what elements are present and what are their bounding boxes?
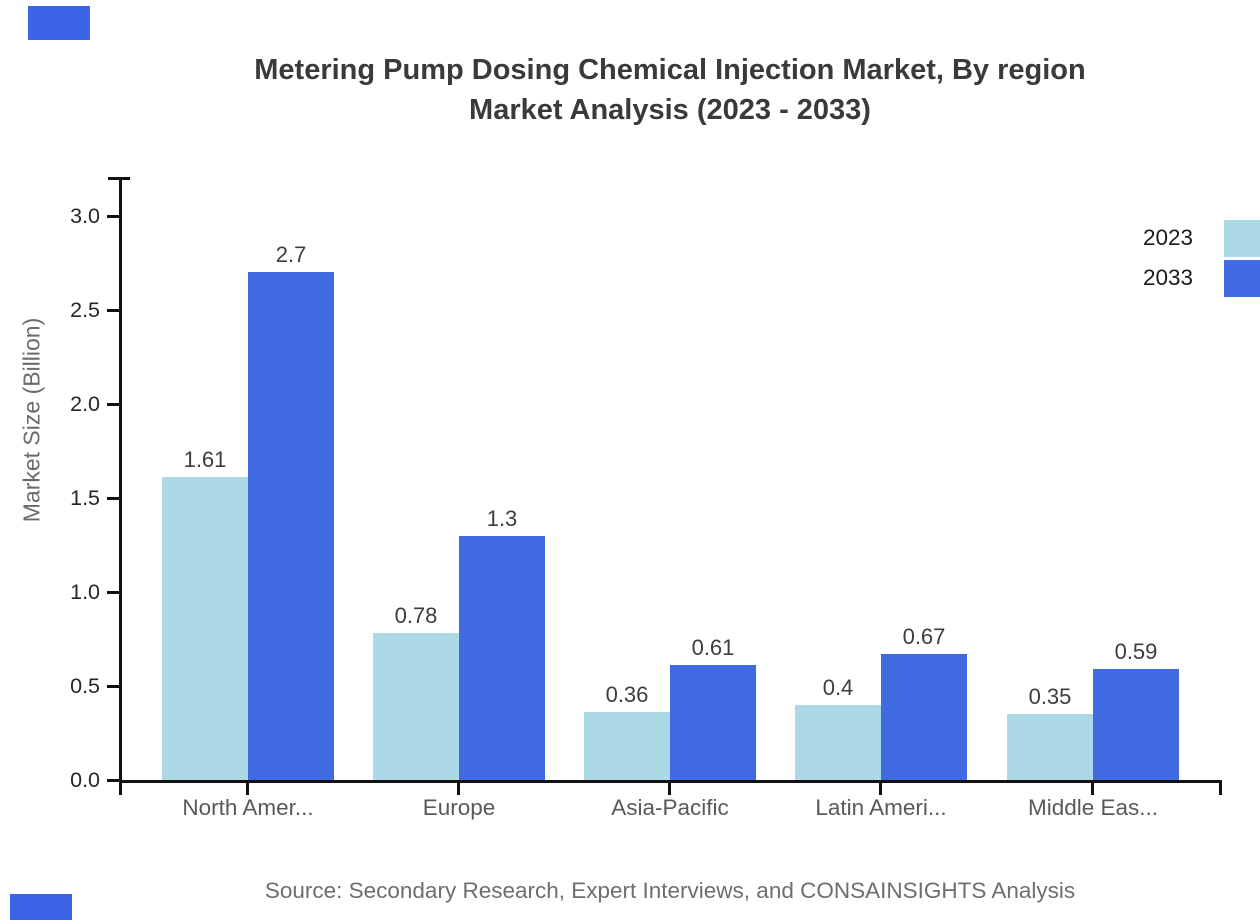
x-tick-europe: [457, 780, 460, 795]
bar-value-label-2023-europe: 0.78: [394, 603, 438, 628]
bar-2033-north-amer: [248, 272, 334, 780]
x-category-label-north-amer: North Amer...: [182, 795, 314, 820]
brand-square-top-left: [28, 6, 90, 40]
y-tick: [107, 497, 120, 500]
x-axis-end-cap: [1219, 780, 1222, 795]
x-category-label-middle-eas: Middle Eas...: [1027, 795, 1159, 820]
y-tick-label: 1.5: [70, 486, 100, 510]
y-tick-label: 0.5: [70, 674, 100, 698]
chart-title: Metering Pump Dosing Chemical Injection …: [80, 50, 1260, 130]
x-category-label-europe: Europe: [422, 795, 496, 820]
legend-label-2033: 2033: [1142, 265, 1193, 290]
bar-value-label-2033-north-amer: 2.7: [275, 242, 307, 267]
y-tick-label: 2.5: [70, 298, 100, 322]
y-tick-label: 0.0: [70, 768, 100, 792]
bar-value-label-2033-europe: 1.3: [486, 506, 518, 531]
x-category-label-asia-pacific: Asia-Pacific: [611, 795, 729, 820]
chart-title-line2: Market Analysis (2023 - 2033): [469, 94, 871, 126]
bar-value-label-2023-asia-pacific: 0.36: [605, 682, 649, 707]
y-tick-label: 1.0: [70, 580, 100, 604]
bar-2033-latin-ameri: [881, 654, 967, 780]
x-tick-middle-eas: [1091, 780, 1094, 795]
y-tick: [107, 779, 120, 782]
bar-value-label-2033-latin-ameri: 0.67: [902, 624, 946, 649]
legend-swatch-2033: [1224, 260, 1260, 297]
bar-2033-asia-pacific: [670, 665, 756, 780]
y-tick-label: 3.0: [70, 204, 100, 228]
y-tick: [107, 591, 120, 594]
brand-square-bottom-left: [10, 894, 72, 920]
bar-value-label-2023-middle-eas: 0.35: [1028, 684, 1072, 709]
bar-2023-europe: [373, 633, 459, 780]
bar-2023-asia-pacific: [584, 712, 670, 780]
bar-value-label-2033-asia-pacific: 0.61: [691, 635, 735, 660]
legend-swatch-2023: [1224, 220, 1260, 257]
bar-value-label-2023-north-amer: 1.61: [183, 447, 227, 472]
bar-2023-latin-ameri: [795, 705, 881, 780]
legend-label-2023: 2023: [1142, 225, 1193, 250]
x-tick-north-amer: [246, 780, 249, 795]
x-tick-latin-ameri: [879, 780, 882, 795]
y-tick: [107, 403, 120, 406]
bar-value-label-2023-latin-ameri: 0.4: [822, 675, 854, 700]
source-note: Source: Secondary Research, Expert Inter…: [264, 878, 1076, 903]
x-axis-origin-tick: [119, 780, 122, 795]
y-axis-top-cap: [108, 177, 130, 180]
y-axis-line: [119, 178, 122, 783]
y-tick-label: 2.0: [70, 392, 100, 416]
y-tick: [107, 215, 120, 218]
bar-2023-middle-eas: [1007, 714, 1093, 780]
y-tick: [107, 309, 120, 312]
chart-title-line1: Metering Pump Dosing Chemical Injection …: [254, 54, 1086, 86]
bar-value-label-2033-middle-eas: 0.59: [1114, 639, 1158, 664]
bar-2033-europe: [459, 536, 545, 780]
bar-2023-north-amer: [162, 477, 248, 780]
bar-2033-middle-eas: [1093, 669, 1179, 780]
x-tick-asia-pacific: [668, 780, 671, 795]
y-tick: [107, 685, 120, 688]
x-category-label-latin-ameri: Latin Ameri...: [815, 795, 947, 820]
